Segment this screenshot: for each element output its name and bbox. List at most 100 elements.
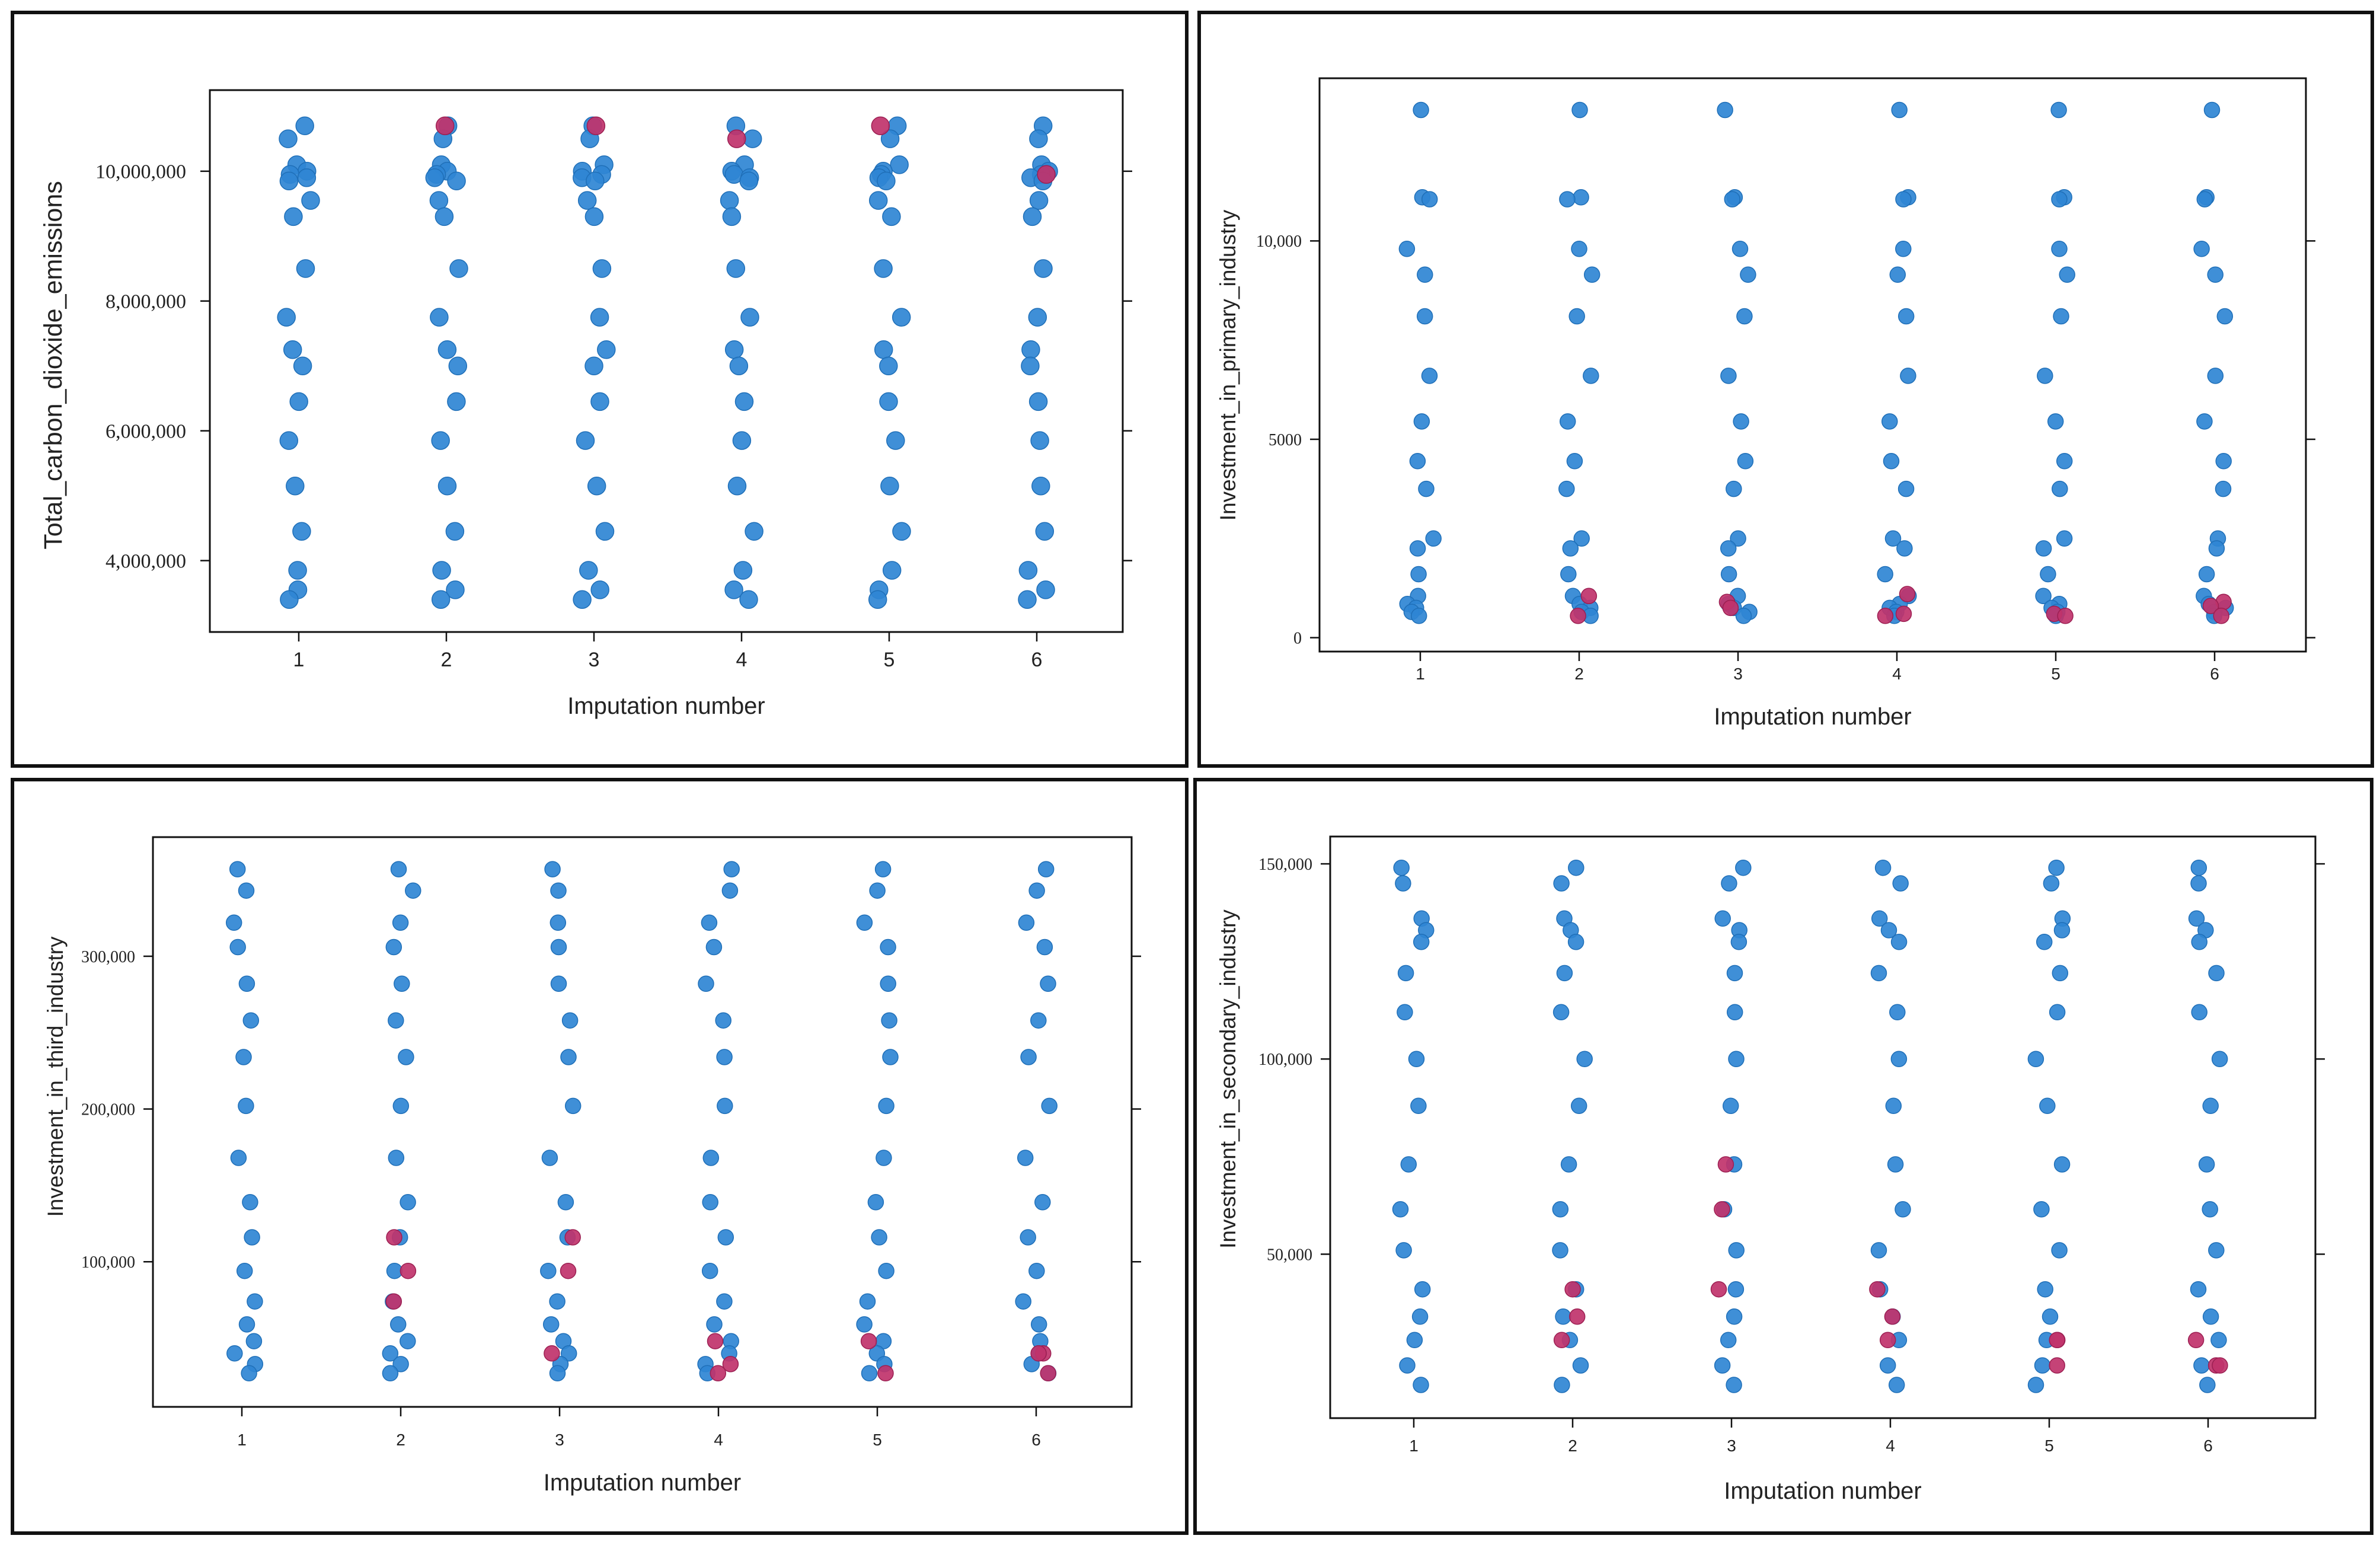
observed-point bbox=[2202, 1097, 2219, 1115]
observed-point bbox=[1015, 1293, 1031, 1310]
observed-point bbox=[592, 259, 612, 278]
observed-point bbox=[1896, 540, 1913, 557]
observed-point bbox=[1900, 368, 1916, 384]
observed-point bbox=[2035, 540, 2052, 557]
observed-point bbox=[1570, 1097, 1587, 1115]
observed-point bbox=[1418, 480, 1435, 497]
observed-point bbox=[2202, 1201, 2218, 1218]
observed-point bbox=[1726, 1308, 1743, 1325]
observed-point bbox=[1721, 875, 1737, 892]
plot-frame bbox=[209, 89, 1124, 633]
imputed-point bbox=[1568, 1308, 1586, 1325]
observed-point bbox=[1414, 1281, 1431, 1298]
observed-point bbox=[1413, 1377, 1429, 1393]
observed-point bbox=[717, 1097, 733, 1115]
observed-point bbox=[2190, 875, 2207, 892]
observed-point bbox=[2042, 1308, 2059, 1325]
observed-point bbox=[1399, 1357, 1416, 1374]
observed-point bbox=[1030, 1012, 1047, 1029]
observed-point bbox=[1413, 413, 1430, 430]
observed-point bbox=[400, 1194, 416, 1211]
observed-point bbox=[1870, 965, 1887, 982]
imputed-point bbox=[877, 1365, 894, 1382]
observed-point bbox=[1733, 413, 1749, 430]
observed-point bbox=[238, 975, 255, 992]
x-axis-label: Imputation number bbox=[1714, 704, 1912, 730]
y-tick-label: 10,000,000 bbox=[95, 161, 186, 183]
observed-point bbox=[2190, 859, 2208, 876]
observed-point bbox=[292, 522, 311, 541]
observed-point bbox=[394, 975, 410, 992]
observed-point bbox=[238, 882, 255, 899]
observed-point bbox=[230, 1150, 247, 1166]
observed-point bbox=[431, 431, 450, 450]
observed-point bbox=[288, 561, 307, 580]
observed-point bbox=[550, 914, 567, 931]
observed-point bbox=[1555, 1308, 1571, 1325]
observed-point bbox=[576, 431, 595, 450]
observed-point bbox=[2207, 266, 2224, 283]
observed-point bbox=[1573, 189, 1589, 206]
observed-point bbox=[1421, 191, 1438, 208]
observed-point bbox=[449, 259, 468, 278]
observed-point bbox=[726, 259, 746, 278]
observed-point bbox=[879, 392, 898, 411]
observed-point bbox=[1897, 308, 1915, 325]
x-tick-label: 5 bbox=[2051, 665, 2060, 683]
observed-point bbox=[1732, 241, 1749, 257]
y-axis-label: Investment_in_primary_industry bbox=[1216, 209, 1240, 521]
observed-point bbox=[431, 590, 451, 609]
observed-point bbox=[698, 975, 714, 992]
imputed-point bbox=[1717, 1156, 1734, 1173]
imputed-point bbox=[1040, 1365, 1056, 1382]
y-tick-label: 100,000 bbox=[81, 1253, 135, 1272]
imputed-point bbox=[1895, 605, 1912, 623]
plot-frame bbox=[1329, 835, 2317, 1419]
imputed-point bbox=[2213, 608, 2229, 624]
observed-point bbox=[388, 1150, 405, 1166]
observed-point bbox=[1895, 191, 1912, 208]
observed-point bbox=[238, 1097, 254, 1115]
observed-point bbox=[1037, 861, 1055, 877]
observed-point bbox=[2036, 934, 2053, 950]
observed-point bbox=[1726, 480, 1742, 497]
observed-point bbox=[2059, 266, 2075, 283]
observed-point bbox=[2039, 1097, 2056, 1115]
imputed-point bbox=[2212, 1357, 2228, 1374]
y-tick-label: 50,000 bbox=[1267, 1246, 1312, 1264]
observed-point bbox=[715, 1012, 731, 1029]
observed-point bbox=[541, 1150, 558, 1166]
observed-point bbox=[1036, 939, 1053, 956]
observed-point bbox=[1890, 934, 1908, 950]
x-tick-label: 6 bbox=[1031, 649, 1043, 671]
observed-point bbox=[743, 129, 762, 148]
observed-point bbox=[390, 861, 407, 877]
x-tick-label: 6 bbox=[2210, 665, 2219, 683]
observed-point bbox=[1897, 480, 1915, 497]
observed-point bbox=[429, 191, 449, 210]
observed-point bbox=[724, 580, 743, 599]
observed-point bbox=[284, 207, 303, 226]
observed-point bbox=[244, 1229, 260, 1246]
observed-point bbox=[1036, 580, 1055, 599]
observed-point bbox=[877, 171, 896, 190]
imputed-point bbox=[385, 1293, 402, 1310]
panel-investment-in-secondary-industry: 50,000 100,000 150,000 1 2 3 4 5 6 Imputation num… bbox=[1193, 778, 2373, 1535]
observed-point bbox=[705, 939, 723, 956]
imputed-point bbox=[1030, 1345, 1047, 1362]
observed-point bbox=[1889, 266, 1906, 283]
observed-point bbox=[392, 1097, 410, 1115]
x-tick-label: 5 bbox=[2044, 1437, 2054, 1455]
observed-point bbox=[2056, 530, 2073, 547]
observed-point bbox=[1562, 540, 1579, 557]
observed-point bbox=[247, 1293, 263, 1310]
imputed-point bbox=[1710, 1281, 1727, 1298]
observed-point bbox=[595, 522, 615, 541]
x-tick-label: 6 bbox=[2203, 1437, 2213, 1455]
observed-point bbox=[1413, 101, 1429, 119]
observed-point bbox=[729, 356, 749, 375]
plot-frame bbox=[1318, 77, 2307, 653]
observed-point bbox=[2040, 566, 2056, 583]
observed-point bbox=[560, 1345, 577, 1362]
observed-point bbox=[880, 129, 900, 148]
